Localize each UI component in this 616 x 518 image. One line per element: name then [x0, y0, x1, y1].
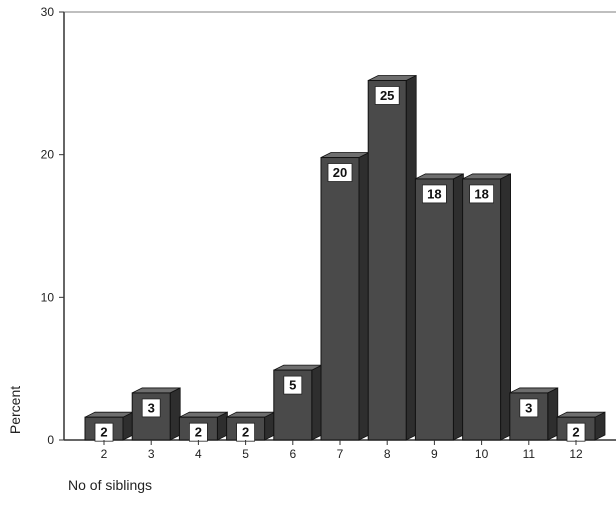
x-tick-label: 5 — [242, 447, 249, 461]
bar-side-face — [358, 151, 370, 441]
data-label: 20 — [333, 165, 347, 180]
bar-10: 18 — [462, 173, 512, 441]
data-label: 2 — [572, 425, 579, 440]
bar-front-face — [320, 157, 360, 441]
x-tick-label: 3 — [148, 447, 155, 461]
x-tick-label: 4 — [195, 447, 202, 461]
bar-4: 2 — [178, 411, 228, 442]
data-label-box — [421, 184, 447, 204]
bar-side-face — [547, 387, 559, 441]
y-axis-title: Percent — [7, 386, 23, 434]
x-tick-label: 7 — [337, 447, 344, 461]
data-label: 2 — [242, 425, 249, 440]
data-label-box — [469, 184, 495, 204]
data-label-box — [141, 398, 161, 418]
data-label-box — [519, 398, 539, 418]
bar-2: 2 — [84, 411, 134, 442]
x-tick-label: 8 — [384, 447, 391, 461]
data-label-box — [327, 163, 353, 182]
data-label: 2 — [195, 425, 202, 440]
data-label: 2 — [100, 425, 107, 440]
data-label: 5 — [289, 378, 296, 393]
y-tick-label: 30 — [41, 5, 55, 19]
bar-side-face — [405, 74, 417, 441]
data-label: 25 — [380, 88, 394, 103]
bar-7: 20 — [320, 151, 370, 441]
x-ticks: 2 3 4 5 6 7 8 9 10 11 12 — [101, 440, 583, 461]
y-tick-label: 20 — [41, 148, 55, 162]
y-tick-label: 0 — [47, 433, 54, 447]
bar-side-face — [500, 173, 512, 441]
data-label: 3 — [148, 400, 155, 415]
data-label: 18 — [474, 186, 488, 201]
bar-front-face — [367, 79, 407, 441]
y-ticks: 0 10 20 30 — [41, 5, 64, 447]
data-label: 18 — [427, 186, 441, 201]
x-axis-title: No of siblings — [68, 477, 152, 493]
bar-front-face — [462, 178, 502, 441]
bar-12: 2 — [556, 411, 606, 442]
bar-side-face — [452, 173, 464, 441]
x-tick-label: 6 — [289, 447, 296, 461]
bar-11: 3 — [509, 387, 559, 441]
x-tick-label: 9 — [431, 447, 438, 461]
x-tick-label: 12 — [569, 447, 583, 461]
data-label: 3 — [525, 400, 532, 415]
bar-6: 5 — [273, 364, 323, 441]
data-label-box — [374, 86, 400, 105]
bar-front-face — [414, 178, 454, 441]
bar-side-face — [311, 364, 323, 441]
y-tick-label: 10 — [41, 290, 55, 304]
x-tick-label: 2 — [101, 447, 108, 461]
data-label-box — [283, 375, 303, 395]
x-tick-label: 11 — [523, 447, 536, 461]
bar-side-face — [169, 387, 181, 441]
bar-5: 2 — [226, 411, 276, 442]
bar-3: 3 — [131, 387, 181, 441]
bar-9: 18 — [414, 173, 464, 441]
bar-front-face — [131, 392, 171, 441]
x-tick-label: 10 — [475, 447, 489, 461]
bar-8: 25 — [367, 74, 417, 441]
